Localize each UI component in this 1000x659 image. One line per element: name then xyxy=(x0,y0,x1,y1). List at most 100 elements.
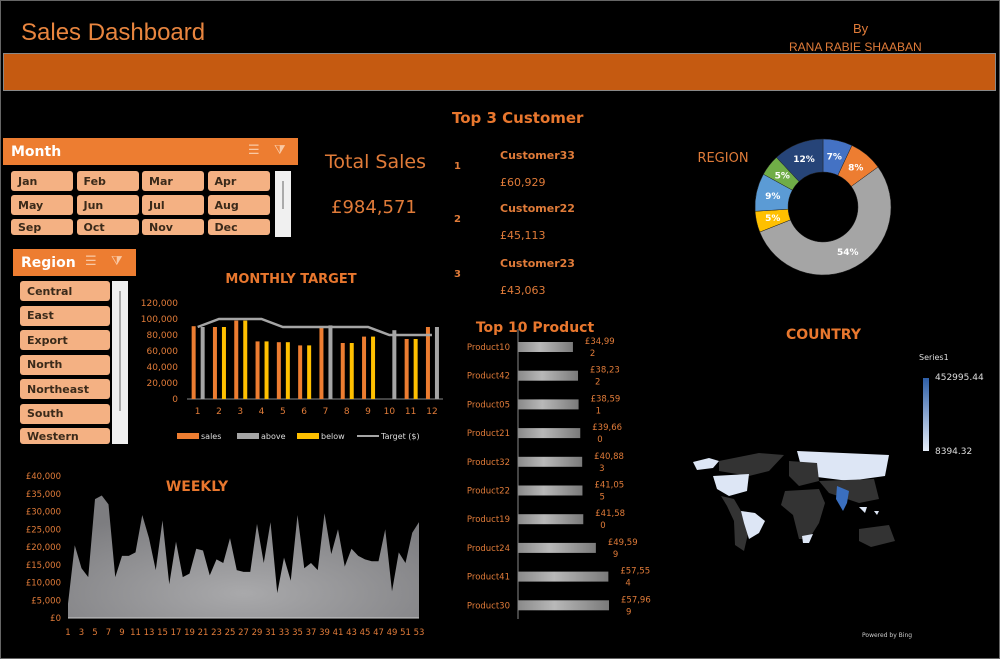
region-button-export[interactable]: Export xyxy=(20,330,110,350)
weekly-y-tick: £35,000 xyxy=(26,490,61,500)
product-bar[interactable] xyxy=(518,600,610,611)
monthly-bar-sales[interactable] xyxy=(276,342,281,399)
product-value-line1: £34,99 xyxy=(585,337,615,347)
product-bar[interactable] xyxy=(518,485,583,496)
product-value-line1: £41,05 xyxy=(594,481,624,491)
monthly-bar-sales[interactable] xyxy=(340,343,345,399)
legend-swatch-above xyxy=(237,433,259,439)
monthly-bar-sales[interactable] xyxy=(255,341,260,399)
monthly-bar-above[interactable] xyxy=(328,325,333,399)
map-india xyxy=(836,486,849,511)
weekly-chart-title: WEEKLY xyxy=(166,479,229,495)
weekly-y-tick: £40,000 xyxy=(26,472,61,482)
monthly-bar-above[interactable] xyxy=(434,327,439,399)
product-label: Product24 xyxy=(467,544,510,554)
month-button-label: Jul xyxy=(149,198,165,212)
region-button-western[interactable]: Western xyxy=(20,428,110,444)
month-button-apr[interactable]: Apr xyxy=(207,171,270,191)
weekly-x-tick: 47 xyxy=(373,628,384,638)
customer-name: Customer22 xyxy=(500,202,575,215)
monthly-chart-title: MONTHLY TARGET xyxy=(225,272,356,287)
product-value-line2: 2 xyxy=(590,349,595,359)
monthly-y-tick: 40,000 xyxy=(147,363,179,373)
multi-select-icon[interactable]: ☰ xyxy=(85,254,97,269)
multi-select-icon[interactable]: ☰ xyxy=(248,143,260,158)
monthly-bar-sales[interactable] xyxy=(191,326,196,399)
product-bar[interactable] xyxy=(518,428,581,439)
monthly-bar-sales[interactable] xyxy=(234,320,239,399)
monthly-bar-below[interactable] xyxy=(243,320,248,399)
product-bar[interactable] xyxy=(518,456,583,467)
monthly-bar-sales[interactable] xyxy=(425,327,430,399)
monthly-bar-below[interactable] xyxy=(413,339,418,399)
monthly-bar-above[interactable] xyxy=(200,327,205,399)
monthly-bar-sales[interactable] xyxy=(319,326,324,399)
monthly-y-tick: 60,000 xyxy=(147,347,179,357)
monthly-bar-above[interactable] xyxy=(392,330,397,399)
month-button-label: Mar xyxy=(149,174,173,188)
monthly-bar-sales[interactable] xyxy=(404,339,409,399)
month-button-mar[interactable]: Mar xyxy=(142,171,204,191)
map-africa xyxy=(781,489,825,539)
customer-value: £43,063 xyxy=(500,284,546,297)
monthly-bar-below[interactable] xyxy=(221,327,226,399)
product-bar[interactable] xyxy=(518,370,579,381)
region-button-northeast[interactable]: Northeast xyxy=(20,379,110,399)
month-button-sep[interactable]: Sep xyxy=(11,219,73,235)
map-southeast-asia xyxy=(859,507,879,515)
map-brazil xyxy=(741,511,765,539)
clear-filter-icon[interactable]: ⧩ xyxy=(274,143,286,158)
region-slice-label: 5% xyxy=(765,214,780,224)
region-button-east[interactable]: East xyxy=(20,305,110,326)
product-label: Product30 xyxy=(467,601,510,611)
monthly-bar-below[interactable] xyxy=(285,342,290,399)
map-latin-america xyxy=(721,496,755,551)
month-button-may[interactable]: May xyxy=(11,195,73,215)
month-button-label: Apr xyxy=(214,174,237,188)
product-bar[interactable] xyxy=(518,571,609,582)
monthly-y-tick: 20,000 xyxy=(147,379,179,389)
month-button-jun[interactable]: Jun xyxy=(76,195,139,215)
monthly-bar-below[interactable] xyxy=(307,345,312,399)
monthly-target-line[interactable] xyxy=(197,317,432,337)
month-button-oct[interactable]: Oct xyxy=(76,219,139,235)
region-slice[interactable] xyxy=(759,166,892,276)
world-map[interactable] xyxy=(689,441,909,551)
monthly-bar-below[interactable] xyxy=(371,336,376,399)
product-bar[interactable] xyxy=(518,542,596,553)
region-chart-title: REGION xyxy=(697,151,748,166)
region-button-south[interactable]: South xyxy=(20,403,110,424)
month-slicer-header: Month xyxy=(3,138,298,165)
region-button-label: Western xyxy=(27,429,79,443)
month-button-jan[interactable]: Jan xyxy=(11,171,73,191)
month-button-jul[interactable]: Jul xyxy=(142,195,204,215)
clear-filter-icon[interactable]: ⧩ xyxy=(111,254,123,269)
monthly-bar-below[interactable] xyxy=(264,341,269,399)
month-slicer-scrollbar[interactable] xyxy=(275,171,291,237)
monthly-bar-sales[interactable] xyxy=(212,327,217,399)
weekly-x-tick: 3 xyxy=(79,628,84,638)
region-button-central[interactable]: Central xyxy=(20,281,110,301)
map-legend-min: 8394.32 xyxy=(935,447,973,457)
month-button-nov[interactable]: Nov xyxy=(142,219,204,235)
monthly-bar-sales[interactable] xyxy=(298,345,303,399)
monthly-bar-sales[interactable] xyxy=(362,336,367,399)
monthly-bar-below[interactable] xyxy=(349,343,354,399)
region-slicer-scrollbar[interactable] xyxy=(112,281,128,444)
product-bar[interactable] xyxy=(518,399,579,410)
month-button-feb[interactable]: Feb xyxy=(76,171,139,191)
weekly-x-tick: 15 xyxy=(157,628,168,638)
month-button-dec[interactable]: Dec xyxy=(207,219,270,235)
product-bar[interactable] xyxy=(518,342,573,352)
map-europe xyxy=(789,461,819,486)
weekly-area[interactable] xyxy=(68,495,419,618)
product-label: Product19 xyxy=(467,515,510,525)
products-chart-title: Top 10 Product xyxy=(476,320,595,336)
product-bar[interactable] xyxy=(518,514,584,525)
month-button-aug[interactable]: Aug xyxy=(207,195,270,215)
product-label: Product05 xyxy=(467,400,510,410)
dashboard-title: Sales Dashboard xyxy=(21,19,206,46)
customer-rank: 1 xyxy=(454,161,461,172)
region-slice[interactable] xyxy=(776,138,824,182)
region-button-north[interactable]: North xyxy=(20,354,110,375)
